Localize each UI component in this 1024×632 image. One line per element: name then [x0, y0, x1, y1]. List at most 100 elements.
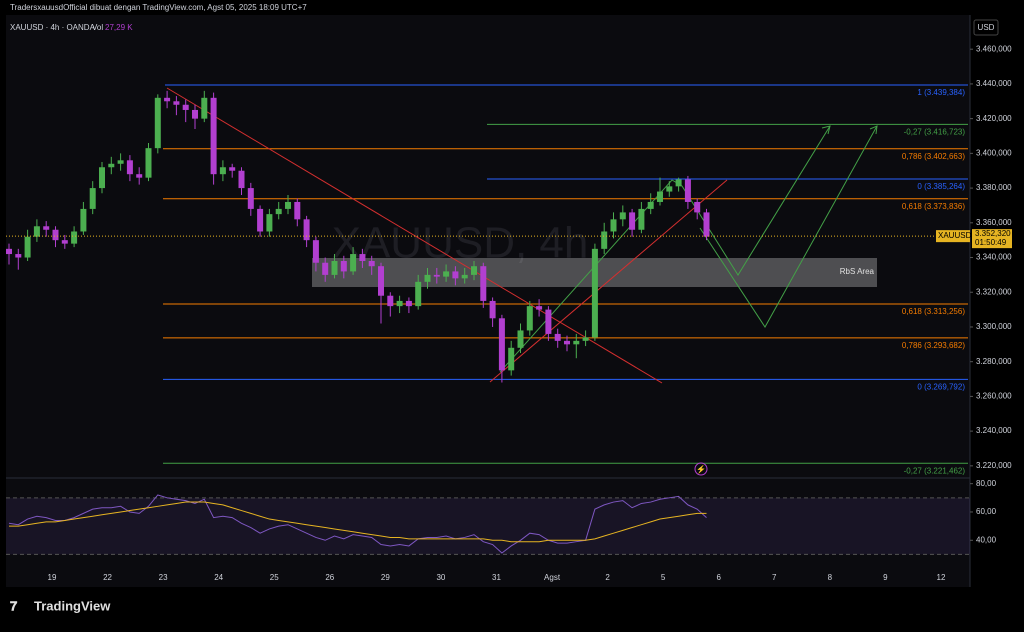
candle-body	[61, 240, 68, 244]
fib-label: 0 (3.269,792)	[917, 383, 965, 392]
x-tick-label: Agst	[544, 573, 561, 582]
candle-body	[610, 219, 617, 232]
x-tick-label: 9	[883, 573, 888, 582]
currency-box[interactable]	[973, 19, 999, 36]
candle-body	[601, 231, 608, 249]
candle-body	[322, 262, 329, 275]
x-tick-label: 31	[492, 573, 501, 582]
rsi-tick-label: 60,00	[976, 507, 997, 516]
candle-body	[378, 266, 384, 296]
candle-body	[461, 274, 468, 279]
candle-body	[666, 186, 673, 192]
candle-body	[638, 208, 645, 230]
y-tick-label: 3.320,000	[976, 287, 1012, 296]
candle-body	[331, 260, 338, 275]
candle-body	[173, 101, 180, 105]
candle-body	[684, 179, 691, 202]
y-tick-label: 3.360,000	[976, 218, 1012, 227]
candle-body	[703, 212, 710, 237]
candle-body	[275, 208, 282, 215]
candle-body	[108, 163, 115, 168]
candle-body	[164, 97, 171, 102]
y-tick-label: 3.240,000	[976, 426, 1012, 435]
y-tick-label: 3.300,000	[976, 322, 1012, 331]
candle-body	[694, 201, 701, 213]
candle-body	[573, 340, 580, 345]
volume-value: 27,29 K	[105, 23, 133, 32]
candle-body	[526, 306, 533, 331]
candle-body	[89, 188, 96, 209]
event-icon-glyph: ⚡	[696, 464, 706, 474]
y-tick-label: 3.400,000	[976, 148, 1012, 157]
rsi-band	[6, 497, 970, 555]
candle-body	[340, 260, 347, 272]
candle-body	[15, 254, 22, 258]
x-tick-label: 12	[937, 573, 946, 582]
candle-body	[452, 271, 459, 279]
candle-body	[80, 208, 87, 232]
candle-body	[517, 330, 524, 348]
x-tick-label: 29	[381, 573, 390, 582]
fib-label: 1 (3.439,384)	[917, 88, 965, 97]
credit: TradersxauusdOfficial dibuat dengan Trad…	[10, 3, 307, 12]
x-tick-label: 2	[605, 573, 610, 582]
x-tick-label: 25	[270, 573, 279, 582]
rsi-ma-line	[9, 501, 707, 543]
fib-label: -0,27 (3.416,723)	[904, 127, 966, 136]
candle-body	[480, 266, 487, 301]
time-axis	[6, 570, 970, 587]
x-tick-label: 26	[325, 573, 334, 582]
candle-body	[443, 271, 450, 277]
candle-body	[582, 337, 589, 341]
candle-body	[229, 167, 236, 171]
volume-label: Vol	[92, 23, 103, 32]
candle-body	[312, 240, 319, 263]
candle-body	[545, 309, 552, 334]
candle-body	[210, 97, 217, 175]
candle-body	[647, 201, 654, 209]
x-tick-label: 5	[661, 573, 666, 582]
candle-body	[294, 201, 301, 220]
y-tick-label: 3.420,000	[976, 114, 1012, 123]
candle-body	[489, 300, 496, 319]
rsi-tick-label: 40,00	[976, 535, 997, 544]
last-price-label: 3.352,320	[975, 229, 1011, 238]
plot-area	[6, 15, 970, 570]
candle-body	[415, 281, 422, 307]
candle-body	[368, 260, 375, 267]
fib-label: 0,786 (3.402,663)	[902, 152, 965, 161]
projection-path	[699, 125, 878, 328]
candle-body	[201, 97, 208, 119]
candle-body	[433, 274, 440, 277]
candle-body	[219, 167, 226, 175]
candle-body	[359, 254, 366, 261]
candle-body	[136, 174, 143, 178]
candle-body	[247, 188, 254, 209]
candle-body	[126, 160, 133, 175]
candle-body	[396, 300, 403, 307]
candle-body	[71, 231, 78, 244]
candle-body	[424, 274, 431, 282]
candle-body	[554, 333, 561, 341]
fib-label: -0,27 (3.221,462)	[904, 466, 966, 475]
x-tick-label: 7	[772, 573, 777, 582]
trend-line	[166, 87, 663, 384]
candle-body	[145, 148, 152, 178]
candle-body	[591, 248, 598, 338]
arrow-head	[869, 125, 878, 135]
fib-label: 0,786 (3.293,682)	[902, 341, 965, 350]
trend-line	[489, 179, 728, 383]
x-tick-label: 6	[716, 573, 721, 582]
rsi-tick-label: 80,00	[976, 479, 997, 488]
candle-body	[564, 340, 570, 345]
event-icon[interactable]	[694, 462, 708, 476]
candle-body	[498, 318, 505, 371]
y-tick-label: 3.280,000	[976, 357, 1012, 366]
candle-body	[536, 306, 543, 310]
fib-label: 0 (3.385,264)	[917, 182, 965, 191]
brand-logo: 𝟕	[10, 598, 18, 613]
last-price-box	[972, 229, 1012, 249]
candle-body	[405, 300, 412, 307]
candle-body	[619, 212, 626, 220]
y-tick-label: 3.440,000	[976, 79, 1012, 88]
